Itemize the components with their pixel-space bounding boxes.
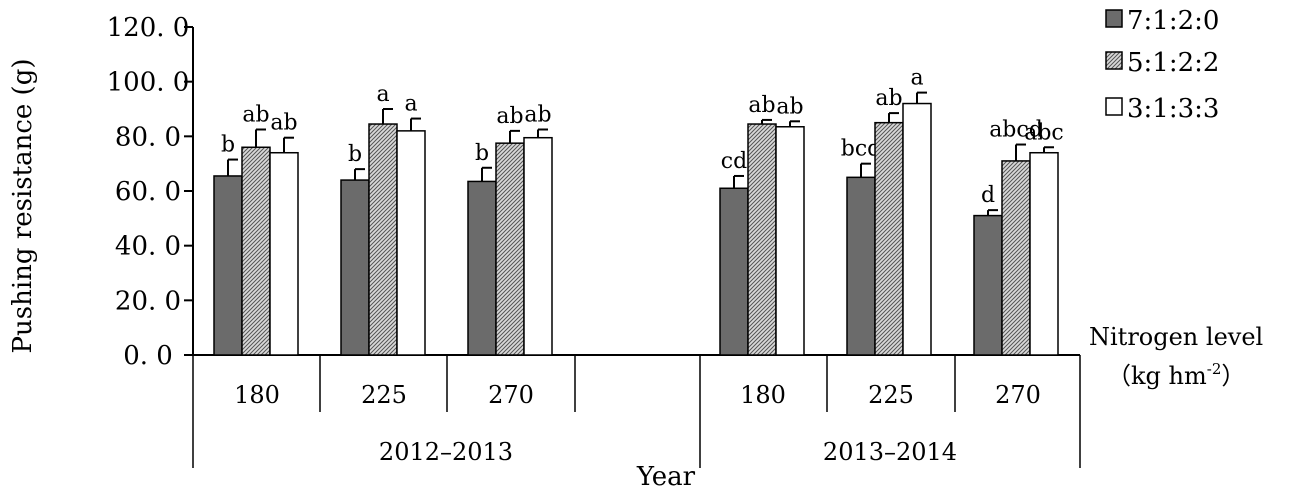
y-tick-label: 80. 0 — [115, 122, 181, 152]
bar — [748, 124, 776, 355]
y-tick-label: 120. 0 — [107, 13, 190, 43]
significance-label: ab — [496, 104, 523, 129]
y-tick-label: 60. 0 — [115, 177, 181, 207]
nitrogen-level-label: 270 — [488, 381, 534, 409]
significance-label: abc — [1024, 120, 1064, 145]
significance-label: ab — [270, 111, 297, 136]
significance-label: d — [981, 183, 995, 208]
nitrogen-axis-label: Nitrogen level — [1089, 323, 1263, 351]
bar — [1030, 153, 1058, 355]
y-tick-label: 40. 0 — [115, 232, 181, 262]
y-tick-label: 20. 0 — [115, 286, 181, 316]
significance-label: b — [348, 142, 362, 167]
bar — [468, 181, 496, 355]
bar — [270, 153, 298, 355]
bar — [1002, 161, 1030, 355]
nitrogen-level-label: 225 — [361, 381, 407, 409]
bar — [903, 104, 931, 355]
legend-label: 3:1:3:3 — [1127, 94, 1219, 124]
significance-label: b — [221, 133, 235, 158]
y-axis-title: Pushing resistance (g) — [8, 59, 38, 354]
bar — [776, 127, 804, 355]
legend-label: 7:1:2:0 — [1127, 6, 1219, 36]
bar — [242, 147, 270, 355]
bar — [341, 180, 369, 355]
bar — [847, 177, 875, 355]
legend-swatch — [1106, 52, 1122, 69]
significance-label: ab — [748, 93, 775, 118]
y-tick-label: 100. 0 — [107, 68, 190, 98]
bar — [397, 131, 425, 355]
significance-label: ab — [524, 103, 551, 128]
year-group-label: 2013–2014 — [823, 438, 957, 466]
significance-label: a — [376, 82, 389, 107]
nitrogen-level-label: 225 — [868, 381, 914, 409]
significance-label: ab — [875, 86, 902, 111]
bar — [720, 188, 748, 355]
bar — [974, 216, 1002, 355]
bar — [214, 176, 242, 355]
legend-swatch — [1106, 10, 1122, 27]
legend-swatch — [1106, 98, 1122, 115]
legend-label: 5:1:2:2 — [1127, 48, 1219, 78]
nitrogen-level-label: 180 — [740, 381, 786, 409]
bar — [875, 123, 903, 355]
bar — [524, 138, 552, 355]
significance-label: ab — [242, 103, 269, 128]
bar — [369, 124, 397, 355]
year-group-label: 2012–2013 — [379, 438, 513, 466]
nitrogen-level-label: 270 — [995, 381, 1041, 409]
significance-label: ab — [776, 94, 803, 119]
significance-label: cd — [721, 149, 747, 174]
x-axis-title: Year — [636, 462, 696, 490]
nitrogen-level-label: 180 — [234, 381, 280, 409]
nitrogen-axis-unit: （kg hm-2） — [1107, 360, 1245, 390]
y-tick-label: 0. 0 — [123, 341, 173, 371]
significance-label: a — [910, 66, 923, 91]
significance-label: b — [475, 141, 489, 166]
bar — [496, 143, 524, 355]
significance-label: a — [404, 92, 417, 117]
